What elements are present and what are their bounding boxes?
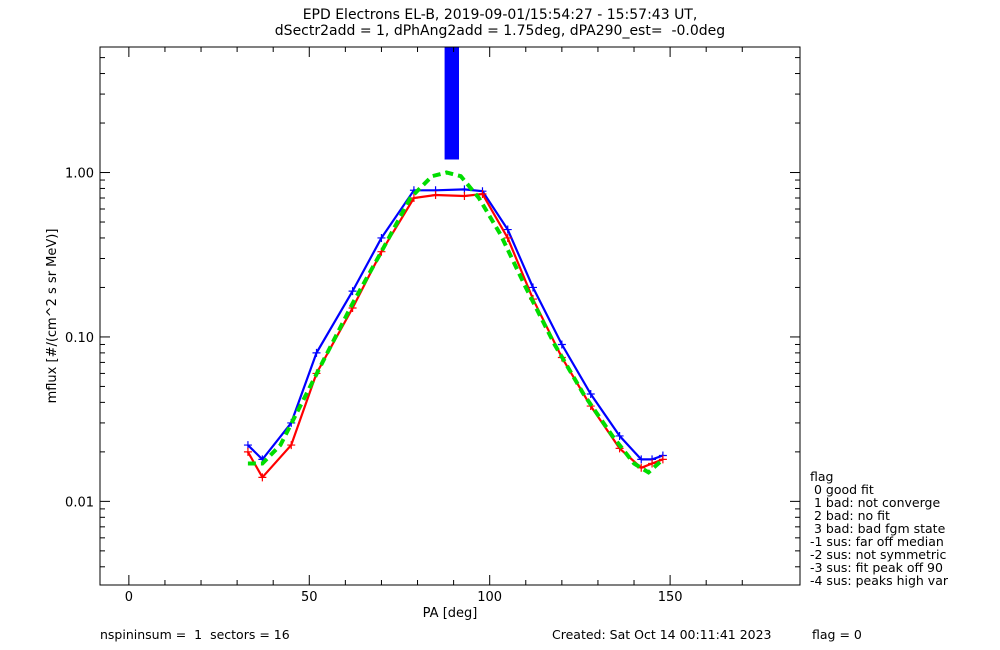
legend-entry: 1 bad: not converge xyxy=(810,495,941,510)
data-point-marker xyxy=(658,455,667,464)
data-point-marker xyxy=(348,287,357,296)
data-point-marker xyxy=(586,389,595,398)
chart-title-line-1: EPD Electrons EL-B, 2019-09-01/15:54:27 … xyxy=(302,7,698,23)
flag-legend: flag 0 good fit 1 bad: not converge 2 ba… xyxy=(810,470,948,587)
data-point-marker xyxy=(503,225,512,234)
y-axis-label: mflux [#/(cm^2 s sr MeV)] xyxy=(45,229,60,404)
plot-frame xyxy=(99,46,801,586)
legend-entry: -1 sus: far off median xyxy=(810,534,944,549)
x-axis-label: PA [deg] xyxy=(423,606,478,621)
y-tick-label: 0.01 xyxy=(65,495,94,510)
data-point-marker xyxy=(503,233,512,242)
data-point-marker xyxy=(460,191,469,200)
data-point-marker xyxy=(557,340,566,349)
series-line-2 xyxy=(246,192,664,480)
plot-data-layer xyxy=(243,47,667,482)
legend-entry: 0 good fit xyxy=(810,482,874,497)
chart-title-line-2: dSectr2add = 1, dPhAng2add = 1.75deg, dP… xyxy=(274,23,726,39)
x-tick-label: 0 xyxy=(125,590,133,605)
data-point-marker xyxy=(312,348,321,357)
vertical-band-mark xyxy=(444,47,460,160)
footer-created: Created: Sat Oct 14 00:11:41 2023 xyxy=(552,627,772,642)
data-point-marker xyxy=(615,431,624,440)
legend-entry: -4 sus: peaks high var xyxy=(810,573,949,588)
legend-title: flag xyxy=(810,469,834,484)
legend-entry: 2 bad: no fit xyxy=(810,508,890,523)
footer-spin-info: nspininsum = 1 sectors = 16 xyxy=(100,627,290,642)
data-point-marker xyxy=(258,473,267,482)
footer-flag: flag = 0 xyxy=(812,627,862,642)
data-point-marker xyxy=(431,190,440,199)
data-point-marker xyxy=(243,447,252,456)
data-point-marker xyxy=(243,441,252,450)
legend-entry: 3 bad: bad fgm state xyxy=(810,521,946,536)
data-point-marker xyxy=(528,283,537,292)
data-point-marker xyxy=(409,193,418,202)
series-line-1 xyxy=(247,188,664,462)
legend-entry: -3 sus: fit peak off 90 xyxy=(810,560,943,575)
x-tick-label: 50 xyxy=(301,590,318,605)
data-point-marker xyxy=(287,441,296,450)
data-point-marker xyxy=(377,233,386,242)
data-point-marker xyxy=(637,455,646,464)
x-tick-label: 150 xyxy=(658,590,683,605)
y-tick-label: 1.00 xyxy=(65,167,94,182)
data-point-marker xyxy=(478,190,487,199)
legend-entry: -2 sus: not symmetric xyxy=(810,547,947,562)
x-tick-label: 100 xyxy=(477,590,502,605)
data-point-marker xyxy=(648,459,657,468)
y-tick-label: 0.10 xyxy=(65,331,94,346)
series-line-3 xyxy=(247,170,665,475)
